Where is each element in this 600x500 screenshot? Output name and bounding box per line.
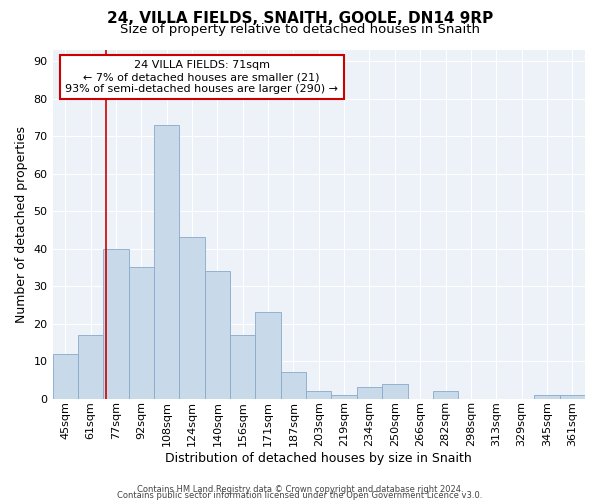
Bar	[53, 354, 78, 399]
Bar	[331, 395, 357, 398]
Bar	[103, 248, 128, 398]
Bar	[534, 395, 560, 398]
Bar	[281, 372, 306, 398]
Bar	[154, 125, 179, 398]
Bar	[128, 268, 154, 398]
Text: 24 VILLA FIELDS: 71sqm
← 7% of detached houses are smaller (21)
93% of semi-deta: 24 VILLA FIELDS: 71sqm ← 7% of detached …	[65, 60, 338, 94]
Bar	[179, 238, 205, 398]
X-axis label: Distribution of detached houses by size in Snaith: Distribution of detached houses by size …	[166, 452, 472, 465]
Bar	[382, 384, 407, 398]
Bar	[78, 335, 103, 398]
Bar	[230, 335, 256, 398]
Bar	[205, 271, 230, 398]
Bar	[306, 391, 331, 398]
Y-axis label: Number of detached properties: Number of detached properties	[15, 126, 28, 323]
Bar	[560, 395, 585, 398]
Bar	[256, 312, 281, 398]
Bar	[433, 391, 458, 398]
Bar	[357, 388, 382, 398]
Text: Contains HM Land Registry data © Crown copyright and database right 2024.: Contains HM Land Registry data © Crown c…	[137, 485, 463, 494]
Text: Contains public sector information licensed under the Open Government Licence v3: Contains public sector information licen…	[118, 490, 482, 500]
Text: 24, VILLA FIELDS, SNAITH, GOOLE, DN14 9RP: 24, VILLA FIELDS, SNAITH, GOOLE, DN14 9R…	[107, 11, 493, 26]
Text: Size of property relative to detached houses in Snaith: Size of property relative to detached ho…	[120, 22, 480, 36]
